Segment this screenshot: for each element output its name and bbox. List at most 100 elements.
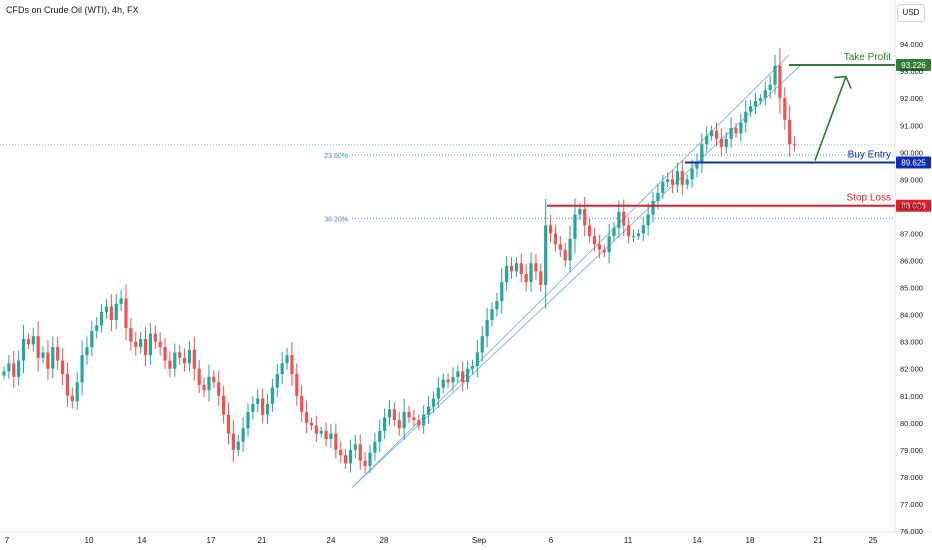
candle-body xyxy=(456,371,460,377)
candle-body xyxy=(451,376,455,383)
x-tick-label: 24 xyxy=(327,536,336,545)
candle-body xyxy=(690,168,694,180)
candle-body xyxy=(592,236,597,245)
candle-body xyxy=(304,411,309,423)
candlesticks xyxy=(2,47,797,474)
candle-body xyxy=(500,282,504,302)
y-tick-label: 81.000 xyxy=(900,392,923,401)
candle-body xyxy=(85,347,89,356)
candle-body xyxy=(622,211,626,226)
candle-body xyxy=(236,441,240,450)
candle-body xyxy=(187,349,192,364)
candle-body xyxy=(290,355,294,375)
candle-body xyxy=(17,360,21,377)
candle-body xyxy=(705,136,709,145)
candle-body xyxy=(783,98,787,120)
candle-body xyxy=(412,417,416,421)
x-tick-label: 25 xyxy=(869,536,878,545)
candle-body xyxy=(95,325,99,331)
candle-body xyxy=(470,365,475,369)
candle-body xyxy=(295,374,299,396)
candle-body xyxy=(178,352,182,358)
candle-body xyxy=(329,433,333,440)
candle-body xyxy=(778,65,782,99)
candle-body xyxy=(246,411,250,429)
y-tick-label: 92.000 xyxy=(900,94,923,103)
candle-body xyxy=(763,90,767,99)
candle-body xyxy=(490,309,494,321)
x-tick-label: 18 xyxy=(746,536,755,545)
candle-body xyxy=(80,355,84,383)
candle-body xyxy=(695,163,699,169)
candle-body xyxy=(378,430,382,442)
candle-body xyxy=(231,433,235,450)
candle-body xyxy=(143,338,148,356)
candle-body xyxy=(544,225,548,285)
candle-body xyxy=(446,379,450,383)
y-tick-label: 86.000 xyxy=(900,257,923,266)
y-tick-label: 77.000 xyxy=(900,500,923,509)
candle-body xyxy=(744,111,748,123)
candle-body xyxy=(495,301,499,310)
candle-body xyxy=(31,336,35,345)
candle-body xyxy=(607,236,611,253)
candle-body xyxy=(26,338,30,345)
y-tick-label: 89.000 xyxy=(900,175,923,184)
candle-body xyxy=(392,409,396,421)
candle-body xyxy=(163,347,167,361)
candle-body xyxy=(265,403,270,415)
y-tick-label: 78.000 xyxy=(900,473,923,482)
candle-body xyxy=(466,368,470,383)
candle-body xyxy=(758,98,762,101)
candle-body xyxy=(431,398,436,407)
candle-body xyxy=(90,330,94,348)
candle-body xyxy=(422,414,426,426)
y-tick-label: 83.000 xyxy=(900,338,923,347)
candle-body xyxy=(383,417,387,431)
candle-body xyxy=(792,144,797,146)
candle-body xyxy=(553,233,558,245)
candle-body xyxy=(309,422,314,426)
candle-body xyxy=(729,127,733,139)
time-axis: 7 10 14 17 21 24 28 Sep 6 11 14 18 21 25 xyxy=(5,536,878,545)
candle-body xyxy=(300,395,304,412)
candle-body xyxy=(256,398,260,404)
candle-body xyxy=(275,374,279,388)
level-name-stop-loss: Stop Loss xyxy=(847,193,891,204)
candle-body xyxy=(534,263,538,272)
fib-label: 38.20% xyxy=(324,216,348,223)
y-tick-label: 84.000 xyxy=(900,311,923,320)
candle-body xyxy=(529,263,533,283)
candle-body xyxy=(148,333,152,356)
y-tick-label: 91.000 xyxy=(900,121,923,130)
y-tick-label: 94.000 xyxy=(900,40,923,49)
currency-button[interactable]: USD xyxy=(897,4,925,22)
candle-body xyxy=(666,179,670,183)
y-tick-label: 82.000 xyxy=(900,365,923,374)
candle-body xyxy=(339,449,343,456)
candle-body xyxy=(207,376,211,391)
candle-body xyxy=(426,406,431,415)
candle-body xyxy=(768,84,772,91)
candle-body xyxy=(373,441,377,453)
candle-body xyxy=(241,428,245,442)
level-name-take-profit: Take Profit xyxy=(844,52,891,63)
candle-body xyxy=(734,127,738,134)
candle-body xyxy=(119,298,123,304)
candle-body xyxy=(417,420,421,426)
x-tick-label: 21 xyxy=(258,536,267,545)
y-tick-label: 87.000 xyxy=(900,229,923,238)
level-price-label: 88.026 xyxy=(901,202,926,211)
candle-body xyxy=(202,384,206,391)
candle-body xyxy=(358,444,362,461)
level-price-label: 89.625 xyxy=(901,158,926,167)
candle-body xyxy=(114,303,118,321)
y-tick-label: 80.000 xyxy=(900,419,923,428)
candle-body xyxy=(60,360,65,375)
x-tick-label: 17 xyxy=(207,536,216,545)
y-tick-label: 90.000 xyxy=(900,148,923,157)
candle-body xyxy=(285,355,289,364)
candle-body xyxy=(65,374,70,396)
candle-body xyxy=(124,298,128,329)
